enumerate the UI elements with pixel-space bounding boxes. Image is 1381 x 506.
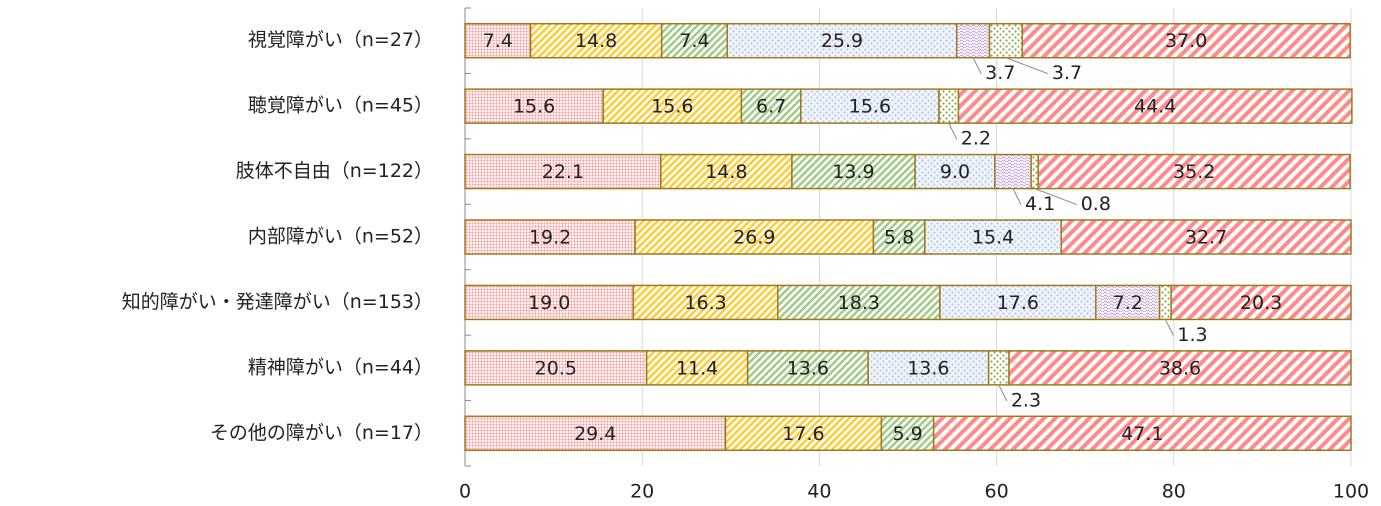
value-label: 15.4 bbox=[972, 227, 1014, 249]
value-label: 16.3 bbox=[684, 292, 726, 314]
value-label: 37.0 bbox=[1165, 30, 1207, 52]
x-tick-label: 0 bbox=[459, 481, 471, 503]
value-label: 5.9 bbox=[892, 423, 922, 445]
value-label: 14.8 bbox=[705, 161, 747, 183]
bar-segment bbox=[464, 153, 662, 190]
bar-segment bbox=[632, 284, 779, 321]
value-label: 3.7 bbox=[1052, 62, 1082, 84]
bar-segment bbox=[957, 88, 1353, 124]
value-label: 18.3 bbox=[838, 292, 880, 314]
value-label: 19.2 bbox=[529, 227, 571, 249]
value-label: 7.2 bbox=[1113, 292, 1143, 314]
value-label: 15.6 bbox=[513, 96, 555, 118]
leader-line bbox=[1034, 188, 1077, 206]
bar-segment bbox=[791, 153, 916, 190]
bar-segment bbox=[1037, 153, 1351, 190]
leader-line bbox=[948, 122, 958, 140]
value-label: 32.7 bbox=[1185, 227, 1227, 249]
bar-segment bbox=[464, 415, 727, 452]
value-label: 35.2 bbox=[1173, 161, 1215, 183]
bar-segment bbox=[867, 350, 990, 386]
value-label: 26.9 bbox=[733, 227, 775, 249]
leader-line bbox=[1012, 188, 1022, 205]
value-label: 14.8 bbox=[575, 30, 617, 52]
bar-segment bbox=[602, 88, 743, 124]
value-label: 20.3 bbox=[1240, 292, 1282, 314]
value-label: 19.0 bbox=[528, 292, 570, 314]
x-tick-label: 40 bbox=[807, 481, 831, 503]
x-tick-label: 20 bbox=[630, 481, 654, 503]
x-tick-label: 60 bbox=[985, 481, 1009, 503]
bar-segment bbox=[932, 415, 1352, 452]
bar-segment bbox=[464, 219, 636, 255]
value-label: 7.4 bbox=[483, 30, 513, 52]
bar-segment bbox=[1030, 153, 1039, 190]
value-label: 17.6 bbox=[997, 292, 1039, 314]
y-tick-label: 内部障がい（n=52） bbox=[248, 226, 433, 248]
bar-segment bbox=[987, 350, 1010, 386]
leader-line bbox=[1005, 57, 1049, 75]
y-tick-label: 聴覚障がい（n=45） bbox=[248, 95, 433, 117]
value-label: 29.4 bbox=[574, 423, 616, 445]
x-tick-label: 80 bbox=[1162, 481, 1186, 503]
value-label: 17.6 bbox=[782, 423, 824, 445]
value-label: 44.4 bbox=[1134, 96, 1176, 118]
value-label: 2.2 bbox=[961, 128, 991, 150]
bar-segment bbox=[464, 284, 635, 321]
bar-segment bbox=[872, 219, 926, 255]
value-label: 6.7 bbox=[756, 96, 786, 118]
bar-segment bbox=[1060, 219, 1352, 255]
value-label: 4.1 bbox=[1025, 193, 1055, 215]
value-label: 13.6 bbox=[907, 357, 949, 379]
value-label: 22.1 bbox=[542, 161, 584, 183]
bar-segment bbox=[777, 284, 941, 321]
y-tick-label: 知的障がい・発達障がい（n=153） bbox=[122, 291, 433, 313]
bar-segment bbox=[938, 88, 960, 124]
value-label: 0.8 bbox=[1081, 193, 1111, 215]
value-label: 9.0 bbox=[940, 161, 970, 183]
value-label: 11.4 bbox=[676, 357, 718, 379]
bar-segment bbox=[1008, 350, 1352, 386]
y-tick-label: 視覚障がい（n=27） bbox=[248, 29, 433, 51]
value-label: 2.3 bbox=[1011, 389, 1041, 411]
value-label: 7.4 bbox=[679, 30, 709, 52]
bar-segment bbox=[740, 88, 802, 124]
y-tick-label: その他の障がい（n=17） bbox=[210, 422, 433, 444]
value-label: 1.3 bbox=[1177, 324, 1207, 346]
value-label: 3.7 bbox=[985, 62, 1015, 84]
bar-segment bbox=[645, 350, 749, 386]
bar-segment bbox=[955, 22, 991, 59]
bar-segment bbox=[464, 88, 604, 124]
y-tick-label: 肢体不自由（n=122） bbox=[236, 160, 433, 182]
value-label: 38.6 bbox=[1159, 357, 1201, 379]
y-tick-label: 精神障がい（n=44） bbox=[248, 356, 433, 378]
value-label: 13.6 bbox=[787, 357, 829, 379]
value-label: 47.1 bbox=[1121, 423, 1163, 445]
leader-line bbox=[1164, 319, 1174, 336]
value-label: 13.9 bbox=[832, 161, 874, 183]
leader-line bbox=[972, 57, 982, 74]
bar-segment bbox=[914, 153, 996, 190]
leader-line bbox=[998, 384, 1008, 402]
value-label: 15.6 bbox=[651, 96, 693, 118]
x-tick-label: 100 bbox=[1333, 481, 1369, 503]
bar-segment bbox=[1021, 22, 1351, 59]
bar-segment bbox=[924, 219, 1063, 255]
bar-segment bbox=[994, 153, 1032, 190]
bar-segment bbox=[880, 415, 935, 452]
bar-segment bbox=[1158, 284, 1172, 321]
value-label: 25.9 bbox=[821, 30, 863, 52]
bar-segment bbox=[660, 153, 793, 190]
value-label: 15.6 bbox=[849, 96, 891, 118]
bar-segment bbox=[1170, 284, 1352, 321]
value-label: 20.5 bbox=[535, 357, 577, 379]
bar-segment bbox=[464, 350, 648, 386]
value-label: 5.8 bbox=[884, 227, 914, 249]
bar-segment bbox=[800, 88, 940, 124]
bar-segment bbox=[988, 22, 1024, 59]
